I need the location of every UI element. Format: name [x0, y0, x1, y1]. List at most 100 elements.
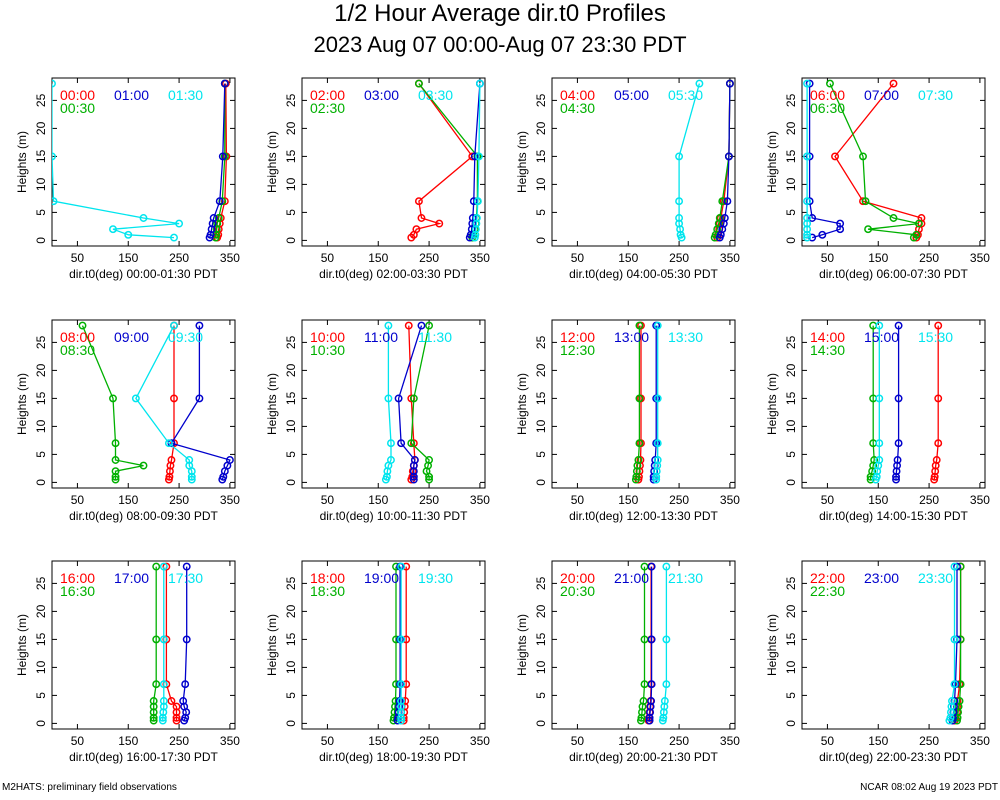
y-tick-label: 20 — [284, 604, 298, 618]
x-tick-label: 150 — [368, 734, 388, 748]
series-point — [715, 214, 724, 222]
series-point — [640, 680, 649, 689]
series-point — [139, 461, 148, 470]
series-point — [409, 472, 418, 481]
legend-label-05:00: 05:00 — [614, 87, 649, 103]
series-point — [159, 635, 168, 644]
series-point — [950, 635, 959, 644]
series-point — [473, 197, 482, 206]
series-point — [182, 635, 191, 644]
series-point — [195, 321, 204, 330]
legend-label-02:00: 02:00 — [310, 87, 345, 103]
panel-frame — [301, 560, 486, 730]
y-tick-label: 15 — [784, 149, 798, 163]
series-point — [111, 456, 120, 464]
y-tick-label: 20 — [534, 604, 548, 618]
legend-label-13:00: 13:00 — [614, 329, 649, 345]
y-tick-label: 20 — [34, 363, 48, 377]
y-tick-label: 20 — [784, 604, 798, 618]
series-point — [471, 230, 480, 239]
series-point — [52, 79, 56, 88]
series-point — [695, 79, 704, 88]
y-tick-label: 5 — [534, 692, 548, 699]
panel-8: 50 150 250 350 0 5 10 15 20 25 dir.t0(deg) 16:00-1… — [15, 560, 240, 764]
y-tick-label: 0 — [34, 720, 48, 727]
series-point — [472, 219, 481, 228]
series-line-06:30 — [829, 83, 920, 239]
series-point — [391, 697, 400, 705]
series-point — [634, 456, 643, 464]
series-point — [893, 456, 902, 464]
series-point — [172, 708, 181, 717]
x-tick-label: 350 — [470, 734, 490, 748]
y-tick-label: 0 — [534, 720, 548, 727]
panel-3: 50 150 250 350 0 5 10 15 20 25 dir.t0(deg) 06:00-0… — [765, 77, 990, 281]
series-point — [472, 214, 481, 222]
series-point — [826, 79, 834, 88]
legend-label-23:30: 23:30 — [918, 570, 953, 586]
series-line-09:30 — [135, 325, 193, 480]
y-axis-label: Heights (m) — [765, 131, 779, 193]
series-point — [934, 321, 943, 330]
legend-label-04:30: 04:30 — [560, 100, 595, 116]
y-tick-label: 0 — [534, 479, 548, 486]
legend-label-11:30: 11:30 — [418, 329, 452, 345]
series-point — [187, 475, 196, 484]
y-tick-label: 10 — [34, 177, 48, 191]
series-point — [111, 467, 120, 476]
series-point — [212, 230, 221, 239]
series-point — [185, 461, 194, 470]
y-tick-label: 5 — [34, 451, 48, 458]
x-tick-label: 50 — [571, 493, 585, 507]
y-tick-label: 10 — [784, 419, 798, 433]
series-point — [392, 562, 400, 571]
series-point — [948, 697, 956, 705]
y-tick-label: 15 — [284, 149, 298, 163]
series-point — [401, 697, 410, 705]
panel-11: 50 150 250 350 0 5 10 15 20 25 dir.t0(deg) 22:00-2… — [765, 560, 990, 764]
panel-frame — [301, 77, 486, 247]
series-point — [158, 713, 167, 722]
y-axis-label: Heights (m) — [265, 131, 279, 193]
series-point — [397, 702, 406, 711]
y-tick-label: 15 — [784, 391, 798, 405]
series-point — [471, 225, 480, 234]
legend-label-05:30: 05:30 — [668, 87, 703, 103]
legend-label-21:30: 21:30 — [668, 570, 703, 586]
series-point — [111, 439, 120, 448]
series-point — [934, 394, 943, 403]
series-point — [212, 225, 221, 234]
panel-9: 50 150 250 350 0 5 10 15 20 25 dir.t0(deg) 18:00-1… — [265, 560, 490, 764]
series-point — [660, 702, 669, 711]
series-point — [468, 219, 477, 228]
legend-label-15:00: 15:00 — [864, 329, 899, 345]
series-point — [397, 716, 406, 725]
series-point — [805, 79, 814, 88]
series-point — [195, 394, 204, 403]
y-tick-label: 5 — [284, 692, 298, 699]
y-tick-label: 0 — [784, 237, 798, 244]
x-tick-label: 350 — [220, 493, 240, 507]
x-tick-label: 350 — [220, 251, 240, 265]
y-tick-label: 20 — [534, 363, 548, 377]
series-point — [414, 197, 423, 206]
x-tick-label: 50 — [821, 734, 835, 748]
series-point — [950, 562, 959, 571]
y-tick-label: 0 — [34, 479, 48, 486]
x-tick-label: 150 — [368, 251, 388, 265]
series-point — [159, 702, 168, 711]
y-tick-label: 20 — [284, 121, 298, 135]
series-point — [410, 456, 419, 464]
series-group — [803, 79, 926, 242]
y-tick-label: 25 — [784, 576, 798, 590]
series-point — [947, 702, 956, 711]
x-tick-label: 250 — [669, 251, 689, 265]
series-point — [720, 214, 729, 222]
y-tick-label: 15 — [284, 391, 298, 405]
series-point — [662, 562, 671, 571]
x-axis-label: dir.t0(deg) 20:00-21:30 PDT — [569, 750, 718, 764]
series-point — [425, 321, 434, 330]
legend-label-06:30: 06:30 — [810, 100, 845, 116]
legend-label-02:30: 02:30 — [310, 100, 345, 116]
